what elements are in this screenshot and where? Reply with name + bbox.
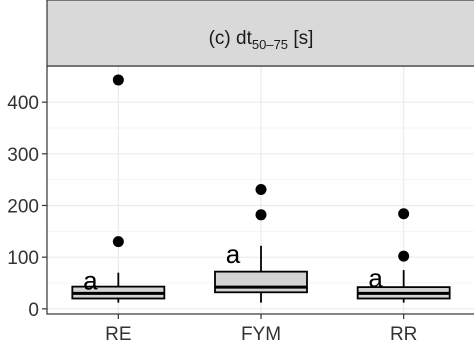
strip-title: (c) dt50–75 [s] — [209, 28, 314, 52]
outlier-point — [255, 183, 267, 195]
y-tick-label: 200 — [7, 197, 39, 218]
outlier-point — [255, 209, 267, 221]
box-series: aaa — [71, 74, 451, 303]
outlier-point — [398, 250, 410, 262]
box-iqr — [214, 270, 308, 294]
box-fym: a — [214, 183, 308, 303]
y-tick-label: 300 — [7, 145, 39, 166]
strip-title-main: (c) dt — [209, 28, 253, 49]
x-tick-label: FYM — [241, 324, 281, 344]
strip-title-sub: 50–75 — [252, 37, 288, 52]
outlier-point — [398, 208, 410, 220]
y-axis: 0 100 200 300 400 — [7, 93, 47, 321]
strip-title-unit: [s] — [288, 28, 313, 49]
group-letter-label: a — [83, 266, 98, 296]
group-letter-label: a — [368, 263, 383, 293]
y-tick-label: 100 — [7, 248, 39, 269]
y-tick-label: 0 — [28, 300, 39, 321]
y-tick-label: 400 — [7, 93, 39, 114]
x-axis: RE FYM RR — [105, 314, 417, 344]
box-rr: a — [356, 208, 451, 303]
outlier-point — [112, 236, 124, 248]
outlier-point — [112, 74, 124, 86]
group-letter-label: a — [226, 239, 241, 269]
x-tick-label: RE — [105, 324, 131, 344]
box-re: a — [71, 74, 166, 303]
strip-background — [46, 0, 474, 67]
strip: (c) dt50–75 [s] — [46, 0, 474, 67]
x-tick-label: RR — [390, 324, 417, 344]
